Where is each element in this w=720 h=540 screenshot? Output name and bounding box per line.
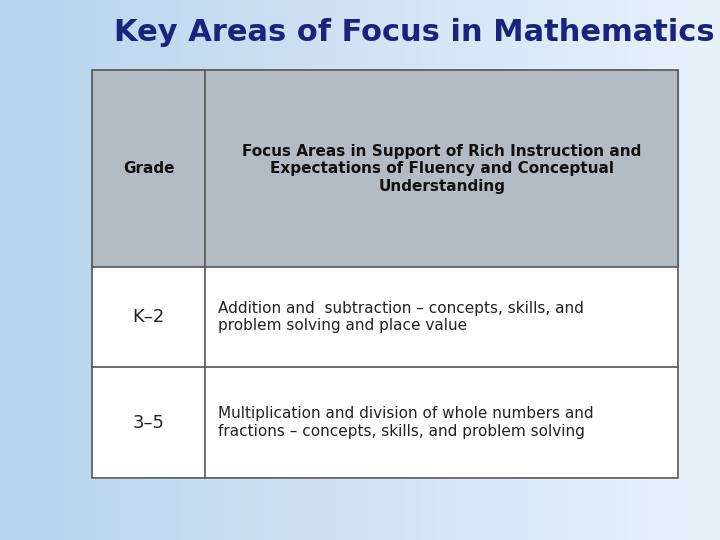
Bar bbox=[0, 0, 63, 540]
Bar bbox=[92, 367, 678, 478]
Text: Focus Areas in Support of Rich Instruction and
Expectations of Fluency and Conce: Focus Areas in Support of Rich Instructi… bbox=[242, 144, 642, 194]
Bar bbox=[92, 70, 678, 478]
Text: K–2: K–2 bbox=[132, 308, 165, 326]
Text: Grade: Grade bbox=[123, 161, 174, 176]
Text: Multiplication and division of whole numbers and
fractions – concepts, skills, a: Multiplication and division of whole num… bbox=[218, 406, 594, 438]
Bar bbox=[92, 267, 678, 367]
Text: Key Areas of Focus in Mathematics: Key Areas of Focus in Mathematics bbox=[114, 18, 714, 47]
Text: 3–5: 3–5 bbox=[132, 414, 165, 431]
Bar bbox=[92, 70, 205, 267]
Text: Addition and  subtraction – concepts, skills, and
problem solving and place valu: Addition and subtraction – concepts, ski… bbox=[218, 301, 584, 333]
Bar bbox=[205, 70, 678, 267]
